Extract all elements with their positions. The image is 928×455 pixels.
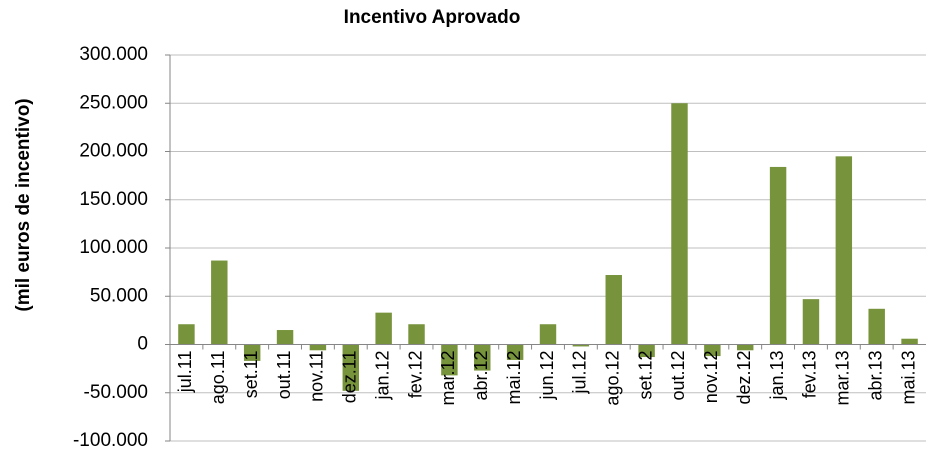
bar [375,312,392,345]
bar [309,344,327,351]
x-tick-label: jul.12 [570,351,590,395]
y-tick-label: 250.000 [79,92,148,113]
chart-title: Incentivo Aprovado [344,7,521,28]
x-tick-label: out.12 [668,351,688,401]
x-tick-label: abr.13 [865,351,885,401]
x-tick-label: nov.11 [307,351,327,402]
bar [868,308,885,345]
y-tick-label: -100.000 [73,430,148,451]
bar [572,344,590,347]
y-tick-label: -50.000 [84,382,148,403]
x-tick-label: fev.13 [800,351,820,399]
x-tick-label: out.11 [274,351,294,400]
x-tick-label: jan.13 [767,351,787,401]
x-tick-label: jun.12 [537,351,557,401]
bar [506,344,524,360]
x-tick-label: mar.13 [833,351,853,406]
bar [441,344,458,376]
bar [671,103,688,345]
y-tick-label: 300.000 [79,44,148,65]
x-tick-label: fev.12 [405,351,425,399]
x-tick-label: mar.12 [438,351,458,406]
bar [276,330,294,345]
x-tick-label: jul.11 [175,351,195,394]
y-tick-label: 200.000 [79,141,148,162]
y-tick-label: 150.000 [79,189,148,210]
y-tick-label: 0 [137,334,148,355]
bar [408,324,425,345]
bar [474,344,491,371]
x-tick-label: jan.12 [372,351,392,401]
x-tick-label: nov.12 [701,351,721,404]
bar [638,344,655,358]
y-axis-label: (mil euros de incentivo) [13,98,34,311]
bar [737,344,754,351]
bar [243,344,261,361]
bar [769,166,787,345]
x-tick-label: ago.11 [208,351,228,405]
bar [802,299,820,345]
y-tick-label: 50.000 [90,285,148,306]
x-tick-label: mai.12 [504,351,524,405]
x-tick-label: abr.12 [471,351,491,401]
x-tick-label: ago.12 [602,351,622,406]
x-tick-label: set.12 [635,351,655,400]
bar [704,344,721,357]
y-tick-label: 100.000 [79,237,148,258]
bar [835,156,853,345]
bar [178,324,195,345]
bar [605,275,622,345]
bar [539,324,557,345]
x-tick-label: dez.12 [734,351,754,405]
x-tick-label: dez.11 [340,351,360,404]
x-tick-label: mai.13 [898,351,918,405]
bar [901,338,918,345]
x-tick-label: set.11 [241,351,261,399]
bar [342,344,359,391]
bar [211,260,228,345]
